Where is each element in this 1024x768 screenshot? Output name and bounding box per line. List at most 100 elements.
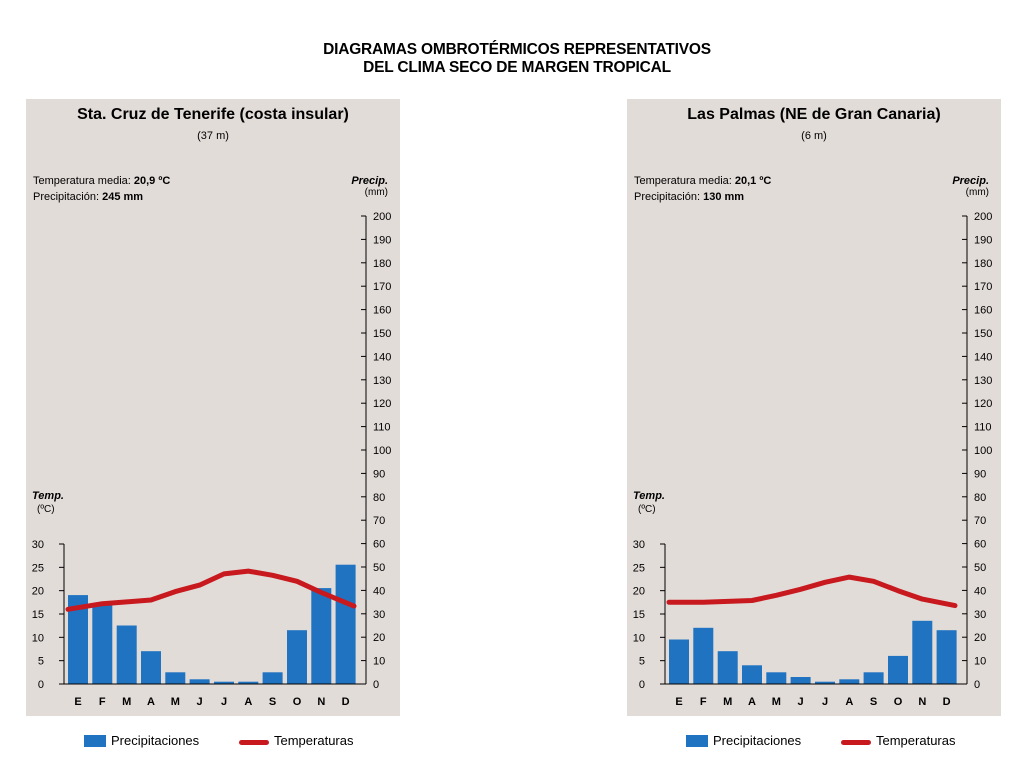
precip-tick-label: 10	[373, 656, 385, 668]
temp-tick-label: 20	[633, 586, 645, 598]
precip-tick-label: 120	[974, 398, 992, 410]
precip-bar	[262, 672, 283, 684]
total-precipitation-label: Precipitación:	[634, 191, 704, 203]
precip-bar	[815, 681, 835, 684]
temp-tick-label: 25	[32, 562, 44, 574]
legend-temperature-label: Temperaturas	[876, 733, 956, 748]
month-label: J	[822, 696, 828, 708]
precip-bar	[141, 651, 161, 684]
chart-subtitle: (6 m)	[801, 130, 827, 142]
precip-bar	[912, 620, 933, 684]
temp-tick-label: 15	[633, 609, 645, 621]
precip-tick-label: 130	[974, 375, 992, 387]
legend-precipitation-swatch	[686, 735, 708, 747]
mean-temperature: Temperatura media: 20,1 ºC	[634, 175, 771, 187]
temperature-line	[666, 574, 958, 609]
precip-tick-label: 40	[974, 585, 986, 597]
precip-bar	[669, 639, 689, 684]
main-title-line2: DEL CLIMA SECO DE MARGEN TROPICAL	[363, 59, 671, 76]
precip-tick-label: 190	[974, 234, 992, 246]
temp-tick-label: 0	[38, 679, 44, 691]
precip-tick-label: 110	[974, 422, 992, 434]
mean-temperature-value: 20,9 ºC	[133, 175, 171, 187]
temperature-line	[65, 568, 357, 612]
precip-tick-label: 90	[974, 468, 986, 480]
legend-temperature-label: Temperaturas	[274, 733, 354, 748]
legend-left: Precipitaciones Temperaturas	[84, 733, 458, 751]
precip-bar	[693, 627, 714, 684]
month-label: E	[74, 696, 81, 708]
temp-tick-label: 20	[32, 586, 44, 598]
precip-tick-label: 0	[974, 679, 980, 691]
month-label: E	[675, 696, 682, 708]
precip-tick-label: 50	[373, 562, 385, 574]
precip-tick-label: 200	[373, 211, 391, 223]
precip-tick-label: 100	[373, 445, 391, 457]
precip-tick-label: 150	[373, 328, 391, 340]
month-label: F	[99, 696, 106, 708]
precip-bar	[189, 679, 210, 684]
climograph: 0 5 10 15 20 25 30 Temp. (ºC) 0 10 20 30 40 50 60 70 80 90…	[633, 175, 993, 708]
legend-temperature-swatch	[239, 740, 269, 745]
mean-temperature-label: Temperatura media:	[33, 175, 134, 187]
precip-axis-unit: (mm)	[966, 187, 989, 198]
month-label: O	[293, 696, 302, 708]
precip-bar	[92, 604, 113, 684]
precip-tick-label: 150	[974, 328, 992, 340]
legend-precipitation-label: Precipitaciones	[111, 733, 200, 748]
chart-title: Las Palmas (NE de Gran Canaria)	[687, 106, 941, 123]
mean-temperature-value: 20,1 ºC	[734, 175, 772, 187]
precip-tick-label: 50	[974, 562, 986, 574]
precip-tick-label: 200	[974, 211, 992, 223]
precip-bar	[839, 679, 860, 684]
temp-tick-label: 0	[639, 679, 645, 691]
temp-axis-label: Temp.	[633, 490, 665, 502]
precip-bar	[717, 651, 738, 684]
total-precipitation-value: 130 mm	[703, 191, 745, 203]
precip-bar	[863, 672, 884, 684]
precip-tick-label: 60	[373, 539, 385, 551]
precip-tick-label: 180	[373, 258, 391, 270]
precip-tick-label: 60	[974, 539, 986, 551]
precip-bar	[790, 677, 811, 684]
precip-tick-label: 30	[373, 609, 385, 621]
month-label: M	[122, 696, 131, 708]
precip-tick-label: 140	[974, 351, 992, 363]
precip-axis-label: Precip.	[952, 175, 989, 187]
precip-tick-label: 80	[373, 492, 385, 504]
precip-tick-label: 170	[373, 281, 391, 293]
precip-bar	[116, 625, 137, 684]
month-label: A	[147, 696, 155, 708]
mean-temperature-label: Temperatura media:	[634, 175, 735, 187]
month-label: A	[748, 696, 756, 708]
month-label: M	[171, 696, 180, 708]
chart-panel-tenerife: Sta. Cruz de Tenerife (costa insular) (3…	[26, 99, 400, 716]
month-label: D	[342, 696, 350, 708]
temp-tick-label: 30	[633, 539, 645, 551]
total-precipitation-label: Precipitación:	[33, 191, 103, 203]
temp-tick-label: 25	[633, 562, 645, 574]
precip-bar	[936, 630, 957, 684]
precip-bar	[335, 564, 356, 684]
precip-bar	[766, 672, 787, 684]
precip-tick-label: 30	[974, 609, 986, 621]
month-label: N	[918, 696, 926, 708]
total-precipitation: Precipitación: 130 mm	[634, 191, 744, 203]
temp-tick-label: 5	[639, 656, 645, 668]
total-precipitation-value: 245 mm	[102, 191, 144, 203]
month-label: J	[197, 696, 203, 708]
temp-tick-label: 5	[38, 656, 44, 668]
main-title-line1: DIAGRAMAS OMBROTÉRMICOS REPRESENTATIVOS	[323, 41, 711, 58]
temp-axis-label: Temp.	[32, 490, 64, 502]
chart-title: Sta. Cruz de Tenerife (costa insular)	[77, 106, 349, 123]
month-label: O	[894, 696, 903, 708]
precip-tick-label: 180	[974, 258, 992, 270]
main-title: DIAGRAMAS OMBROTÉRMICOS REPRESENTATIVOS …	[0, 41, 1024, 77]
precip-tick-label: 120	[373, 398, 391, 410]
precip-tick-label: 40	[373, 585, 385, 597]
month-label: M	[723, 696, 732, 708]
month-label: J	[221, 696, 227, 708]
climograph: 0 5 10 15 20 25 30 Temp. (ºC) 0 10 20 30 40 50 60 70 80 90…	[32, 175, 392, 708]
precip-tick-label: 130	[373, 375, 391, 387]
temp-tick-label: 15	[32, 609, 44, 621]
